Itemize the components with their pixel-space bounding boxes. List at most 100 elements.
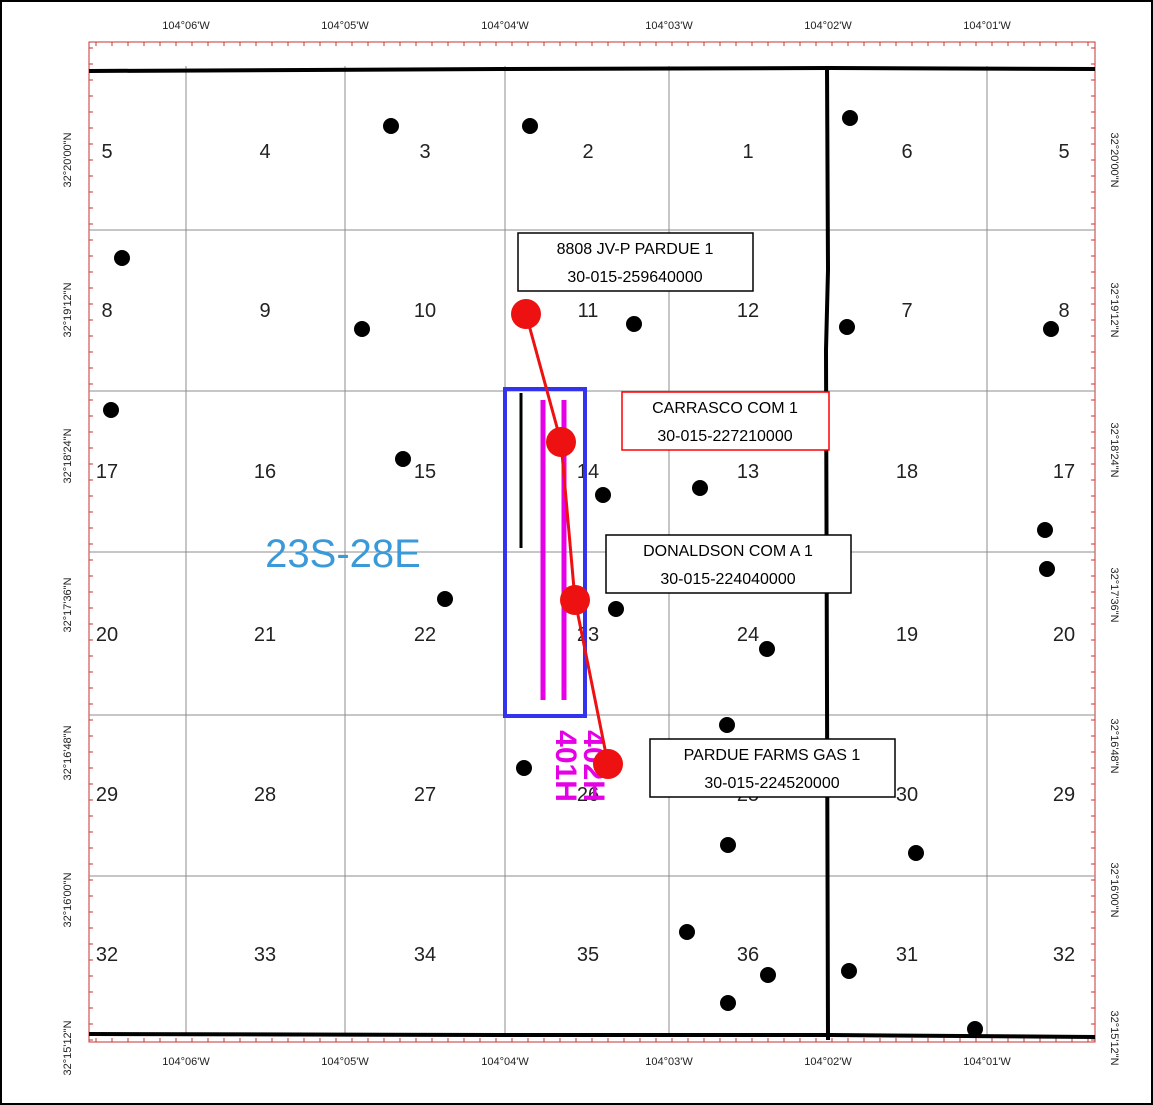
well-label-pardue: 8808 JV-P PARDUE 1 30-015-259640000 bbox=[517, 232, 754, 292]
well-dot bbox=[1039, 561, 1055, 577]
well-label-donaldson: DONALDSON COM A 1 30-015-224040000 bbox=[605, 534, 852, 594]
well-dot bbox=[1037, 522, 1053, 538]
lon-label: 104°05'W bbox=[321, 20, 369, 32]
well-dot bbox=[383, 118, 399, 134]
section-number: 9 bbox=[259, 300, 270, 322]
well-dot bbox=[692, 480, 708, 496]
section-number: 18 bbox=[896, 461, 918, 483]
well-dot bbox=[595, 487, 611, 503]
lat-label: 32°17'36"N bbox=[1108, 567, 1120, 622]
lat-label: 32°20'00"N bbox=[62, 132, 74, 187]
well-dot bbox=[720, 837, 736, 853]
cross-section-wells bbox=[511, 299, 623, 779]
section-number: 20 bbox=[96, 624, 118, 646]
lat-label: 32°16'48"N bbox=[62, 725, 74, 780]
section-number: 20 bbox=[1053, 624, 1075, 646]
well-dot bbox=[522, 118, 538, 134]
well-label-box bbox=[621, 391, 830, 451]
latitude-labels-left: 32°20'00"N 32°19'12"N 32°18'24"N 32°17'3… bbox=[62, 132, 74, 1075]
lon-label: 104°04'W bbox=[481, 1056, 529, 1068]
lat-label: 32°16'48"N bbox=[1108, 718, 1120, 773]
xsec-well-pardue-farms bbox=[593, 749, 623, 779]
section-number: 8 bbox=[101, 300, 112, 322]
well-dot bbox=[1043, 321, 1059, 337]
section-number: 36 bbox=[737, 944, 759, 966]
lat-label: 32°16'00"N bbox=[1108, 862, 1120, 917]
well-dot bbox=[842, 110, 858, 126]
well-dot bbox=[516, 760, 532, 776]
section-number: 33 bbox=[254, 944, 276, 966]
lon-label: 104°06'W bbox=[162, 20, 210, 32]
section-number: 21 bbox=[254, 624, 276, 646]
section-number: 24 bbox=[737, 624, 759, 646]
lon-label: 104°02'W bbox=[804, 1056, 852, 1068]
section-number: 31 bbox=[896, 944, 918, 966]
well-label-box bbox=[517, 232, 754, 292]
well-name: DONALDSON COM A 1 bbox=[643, 543, 813, 560]
section-number: 29 bbox=[1053, 784, 1075, 806]
well-api: 30-015-224040000 bbox=[660, 571, 795, 588]
well-dot bbox=[437, 591, 453, 607]
lon-label: 104°03'W bbox=[645, 20, 693, 32]
neatline-ticks bbox=[89, 42, 1095, 1042]
lat-label: 32°16'00"N bbox=[62, 872, 74, 927]
section-number: 14 bbox=[577, 461, 599, 483]
section-number: 32 bbox=[1053, 944, 1075, 966]
well-dot bbox=[626, 316, 642, 332]
well-label-box bbox=[605, 534, 852, 594]
section-number: 12 bbox=[737, 300, 759, 322]
well-api: 30-015-224520000 bbox=[704, 775, 839, 792]
xsec-well-carrasco bbox=[546, 427, 576, 457]
section-number: 5 bbox=[1058, 141, 1069, 163]
well-label-carrasco: CARRASCO COM 1 30-015-227210000 bbox=[621, 391, 830, 451]
lateral-401h-label: 401H bbox=[549, 730, 582, 802]
section-number: 11 bbox=[578, 300, 599, 322]
section-number: 26 bbox=[577, 784, 599, 806]
well-dot bbox=[719, 717, 735, 733]
well-dot bbox=[354, 321, 370, 337]
lat-label: 32°15'12"N bbox=[62, 1020, 74, 1075]
lon-label: 104°05'W bbox=[321, 1056, 369, 1068]
section-number: 34 bbox=[414, 944, 436, 966]
well-dot bbox=[395, 451, 411, 467]
xsec-well-donaldson bbox=[560, 585, 590, 615]
well-dot bbox=[720, 995, 736, 1011]
well-dot bbox=[103, 402, 119, 418]
section-number: 17 bbox=[1053, 461, 1075, 483]
well-name: 8808 JV-P PARDUE 1 bbox=[557, 241, 714, 258]
section-number: 22 bbox=[414, 624, 436, 646]
well-dot bbox=[908, 845, 924, 861]
section-number: 16 bbox=[254, 461, 276, 483]
longitude-labels-bottom: 104°06'W 104°05'W 104°04'W 104°03'W 104°… bbox=[162, 1056, 1011, 1068]
section-number: 19 bbox=[896, 624, 918, 646]
well-name: CARRASCO COM 1 bbox=[652, 400, 798, 417]
lon-label: 104°03'W bbox=[645, 1056, 693, 1068]
lon-label: 104°01'W bbox=[963, 20, 1011, 32]
section-number: 5 bbox=[101, 141, 112, 163]
lon-label: 104°02'W bbox=[804, 20, 852, 32]
well-dot bbox=[759, 641, 775, 657]
well-api: 30-015-259640000 bbox=[567, 269, 702, 286]
section-number: 35 bbox=[577, 944, 599, 966]
well-label-box bbox=[649, 738, 896, 798]
section-number: 30 bbox=[896, 784, 918, 806]
map-neatline bbox=[88, 41, 1096, 1043]
section-number: 27 bbox=[414, 784, 436, 806]
section-number: 28 bbox=[254, 784, 276, 806]
section-number: 29 bbox=[96, 784, 118, 806]
lat-label: 32°20'00"N bbox=[1108, 132, 1120, 187]
lon-label: 104°04'W bbox=[481, 20, 529, 32]
well-dot bbox=[839, 319, 855, 335]
section-number: 6 bbox=[901, 141, 912, 163]
cross-section-line bbox=[524, 313, 610, 765]
existing-wells bbox=[103, 110, 1059, 1037]
section-number: 3 bbox=[419, 141, 430, 163]
section-number: 4 bbox=[259, 141, 270, 163]
lon-label: 104°06'W bbox=[162, 1056, 210, 1068]
township-label: 23S-28E bbox=[265, 532, 421, 576]
well-dot bbox=[760, 967, 776, 983]
well-dot bbox=[679, 924, 695, 940]
xsec-well-pardue bbox=[511, 299, 541, 329]
well-label-pardue-farms: PARDUE FARMS GAS 1 30-015-224520000 bbox=[649, 738, 896, 798]
